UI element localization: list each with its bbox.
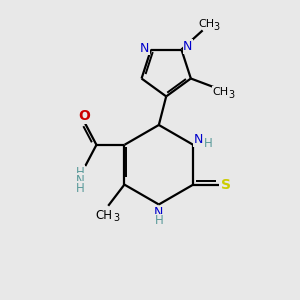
Text: N: N — [183, 40, 193, 53]
Text: N: N — [154, 206, 164, 219]
Text: N: N — [76, 174, 84, 187]
Text: 3: 3 — [214, 22, 220, 32]
Text: H: H — [76, 182, 84, 195]
Text: CH: CH — [213, 87, 229, 97]
Text: CH: CH — [95, 209, 112, 222]
Text: O: O — [79, 109, 91, 123]
Text: H: H — [76, 166, 84, 179]
Text: H: H — [154, 214, 163, 227]
Text: 3: 3 — [228, 90, 234, 100]
Text: S: S — [220, 178, 231, 192]
Text: N: N — [194, 133, 203, 146]
Text: N: N — [140, 42, 149, 55]
Text: CH: CH — [198, 19, 214, 29]
Text: H: H — [204, 137, 212, 150]
Text: 3: 3 — [113, 213, 119, 223]
